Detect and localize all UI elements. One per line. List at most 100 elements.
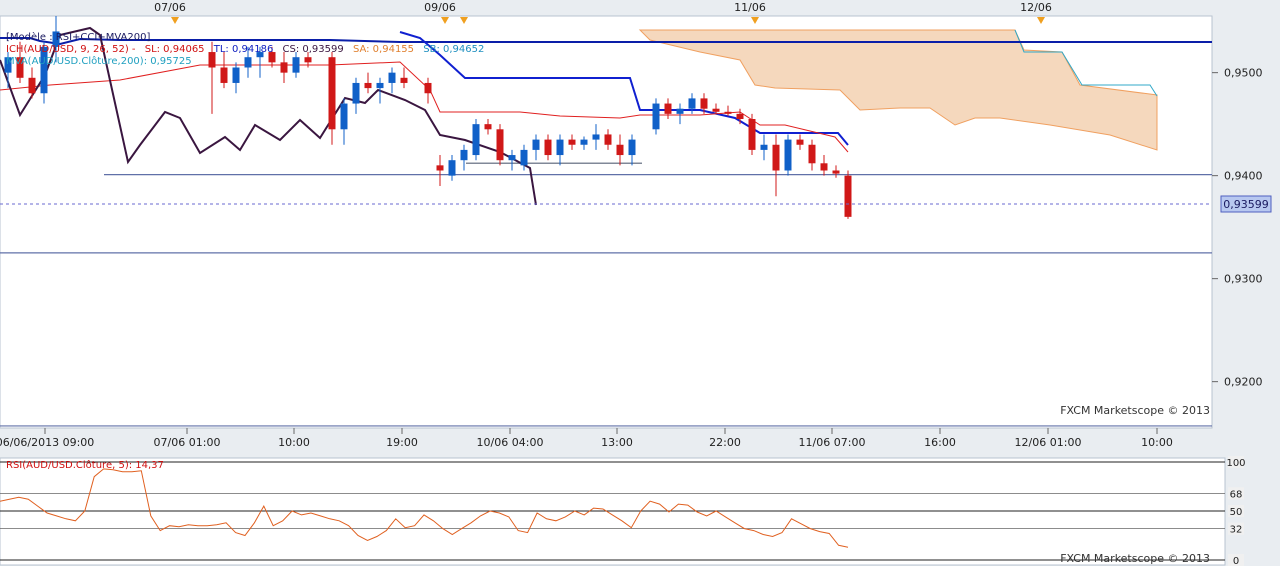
candle-body bbox=[544, 139, 552, 156]
candle-body bbox=[664, 103, 672, 114]
candle-body bbox=[700, 98, 708, 109]
candle-body bbox=[292, 57, 300, 73]
y-tick-label: 0,9400 bbox=[1224, 170, 1263, 183]
date-marker bbox=[1037, 17, 1045, 24]
legend-cs: CS: 0,93599 bbox=[283, 44, 344, 55]
candle-body bbox=[568, 139, 576, 145]
top-date-label: 09/06 bbox=[424, 1, 456, 14]
candle-body bbox=[580, 139, 588, 145]
rsi-level-label: 32 bbox=[1230, 525, 1243, 536]
legend-sb: SB: 0,94652 bbox=[423, 44, 484, 55]
candle-body bbox=[460, 149, 468, 161]
rsi-level-box bbox=[1228, 456, 1244, 468]
legend-tl: TL: 0,94186 bbox=[213, 44, 274, 55]
ichimoku-cloud bbox=[638, 29, 1158, 151]
candle-body bbox=[832, 170, 840, 174]
watermark-main: FXCM Marketscope © 2013 bbox=[1060, 404, 1210, 417]
rsi-legend: RSI(AUD/USD.Clôture, 5): 14,37 bbox=[6, 459, 164, 471]
top-date-label: 12/06 bbox=[1020, 1, 1052, 14]
candle-body bbox=[628, 139, 636, 156]
rsi-level-box bbox=[1228, 554, 1244, 566]
candle-body bbox=[268, 52, 276, 63]
candle-body bbox=[400, 77, 408, 83]
watermark-rsi: FXCM Marketscope © 2013 bbox=[1060, 552, 1210, 565]
kijun-line bbox=[0, 61, 849, 153]
candle-body bbox=[676, 108, 684, 114]
candle-body bbox=[652, 103, 660, 130]
candle-body bbox=[280, 62, 288, 73]
x-tick-label: 12/06 01:00 bbox=[1015, 436, 1082, 449]
candle-body bbox=[748, 119, 756, 150]
x-tick-label: 10/06 04:00 bbox=[477, 436, 544, 449]
candle-body bbox=[376, 82, 384, 89]
date-marker bbox=[460, 17, 468, 24]
candle-body bbox=[472, 124, 480, 156]
y-tick-label: 0,9200 bbox=[1224, 376, 1263, 389]
candle-body bbox=[304, 57, 312, 63]
ichimoku-senkou-b-tail bbox=[1014, 29, 1158, 97]
candle-body bbox=[496, 129, 504, 161]
candle-body bbox=[760, 144, 768, 150]
top-date-label: 11/06 bbox=[734, 1, 766, 14]
svg-text:ICH(AUD/USD, 9, 26, 52) -: ICH(AUD/USD, 9, 26, 52) - SL: 0,94065 TL… bbox=[6, 44, 484, 55]
rsi-level-label: 50 bbox=[1230, 507, 1243, 518]
candle-body bbox=[508, 155, 516, 161]
rsi-line bbox=[0, 468, 849, 548]
ichimoku-legend-title: ICH(AUD/USD, 9, 26, 52) - bbox=[6, 44, 136, 55]
candle-body bbox=[208, 52, 216, 68]
candle-body bbox=[40, 46, 48, 94]
candle-body bbox=[724, 111, 732, 114]
candle-body bbox=[52, 31, 60, 47]
candle-body bbox=[436, 165, 444, 171]
rsi-level-label: 68 bbox=[1230, 489, 1243, 500]
candle-body bbox=[712, 108, 720, 112]
candle-body bbox=[4, 57, 12, 73]
candle-body bbox=[256, 52, 264, 58]
candle-body bbox=[556, 139, 564, 156]
candle-body bbox=[232, 67, 240, 83]
x-tick-label: 10:00 bbox=[278, 436, 310, 449]
candle-body bbox=[220, 67, 228, 83]
x-tick-label: 06/06/2013 09:00 bbox=[0, 436, 94, 449]
y-tick-label: 0,9300 bbox=[1224, 273, 1263, 286]
top-date-label: 07/06 bbox=[154, 1, 186, 14]
x-tick-label: 13:00 bbox=[601, 436, 633, 449]
rsi-level-box bbox=[1228, 522, 1244, 535]
candle-body bbox=[808, 144, 816, 164]
tenkan-line bbox=[399, 31, 849, 146]
candle-body bbox=[520, 149, 528, 166]
x-tick-label: 22:00 bbox=[709, 436, 741, 449]
rsi-level-box bbox=[1228, 487, 1244, 500]
candle-body bbox=[340, 103, 348, 130]
y-tick-label: 0,9500 bbox=[1224, 67, 1263, 80]
candle-body bbox=[772, 144, 780, 171]
legend-sl: SL: 0,94065 bbox=[145, 44, 205, 55]
current-price-label: 0,93599 bbox=[1223, 198, 1269, 211]
x-tick-label: 10:00 bbox=[1141, 436, 1173, 449]
date-marker bbox=[441, 17, 449, 24]
candle-body bbox=[844, 175, 852, 217]
ichimoku-legend: ICH(AUD/USD, 9, 26, 52) - SL: 0,94065 TL… bbox=[6, 44, 484, 55]
candle-body bbox=[244, 57, 252, 68]
candle-body bbox=[484, 124, 492, 130]
candle-body bbox=[532, 139, 540, 150]
legend-sa: SA: 0,94155 bbox=[353, 44, 414, 55]
x-tick-label: 07/06 01:00 bbox=[154, 436, 221, 449]
template-label: [Modèle : RSI+CCI+MVA200] bbox=[6, 31, 150, 43]
date-marker bbox=[751, 17, 759, 24]
date-marker bbox=[171, 17, 179, 24]
mva-legend: MVA(AUD/USD.Clôture,200): 0,95725 bbox=[6, 55, 192, 67]
candle-body bbox=[820, 163, 828, 171]
candle-body bbox=[784, 139, 792, 171]
candle-body bbox=[604, 134, 612, 145]
candle-body bbox=[592, 134, 600, 140]
candle-body bbox=[364, 82, 372, 89]
candle-body bbox=[616, 144, 624, 156]
candle-body bbox=[16, 57, 24, 78]
rsi-level-label: 0 bbox=[1233, 556, 1239, 566]
x-tick-label: 16:00 bbox=[924, 436, 956, 449]
candle-body bbox=[352, 82, 360, 104]
candle-body bbox=[688, 98, 696, 109]
rsi-level-box bbox=[1228, 505, 1244, 517]
